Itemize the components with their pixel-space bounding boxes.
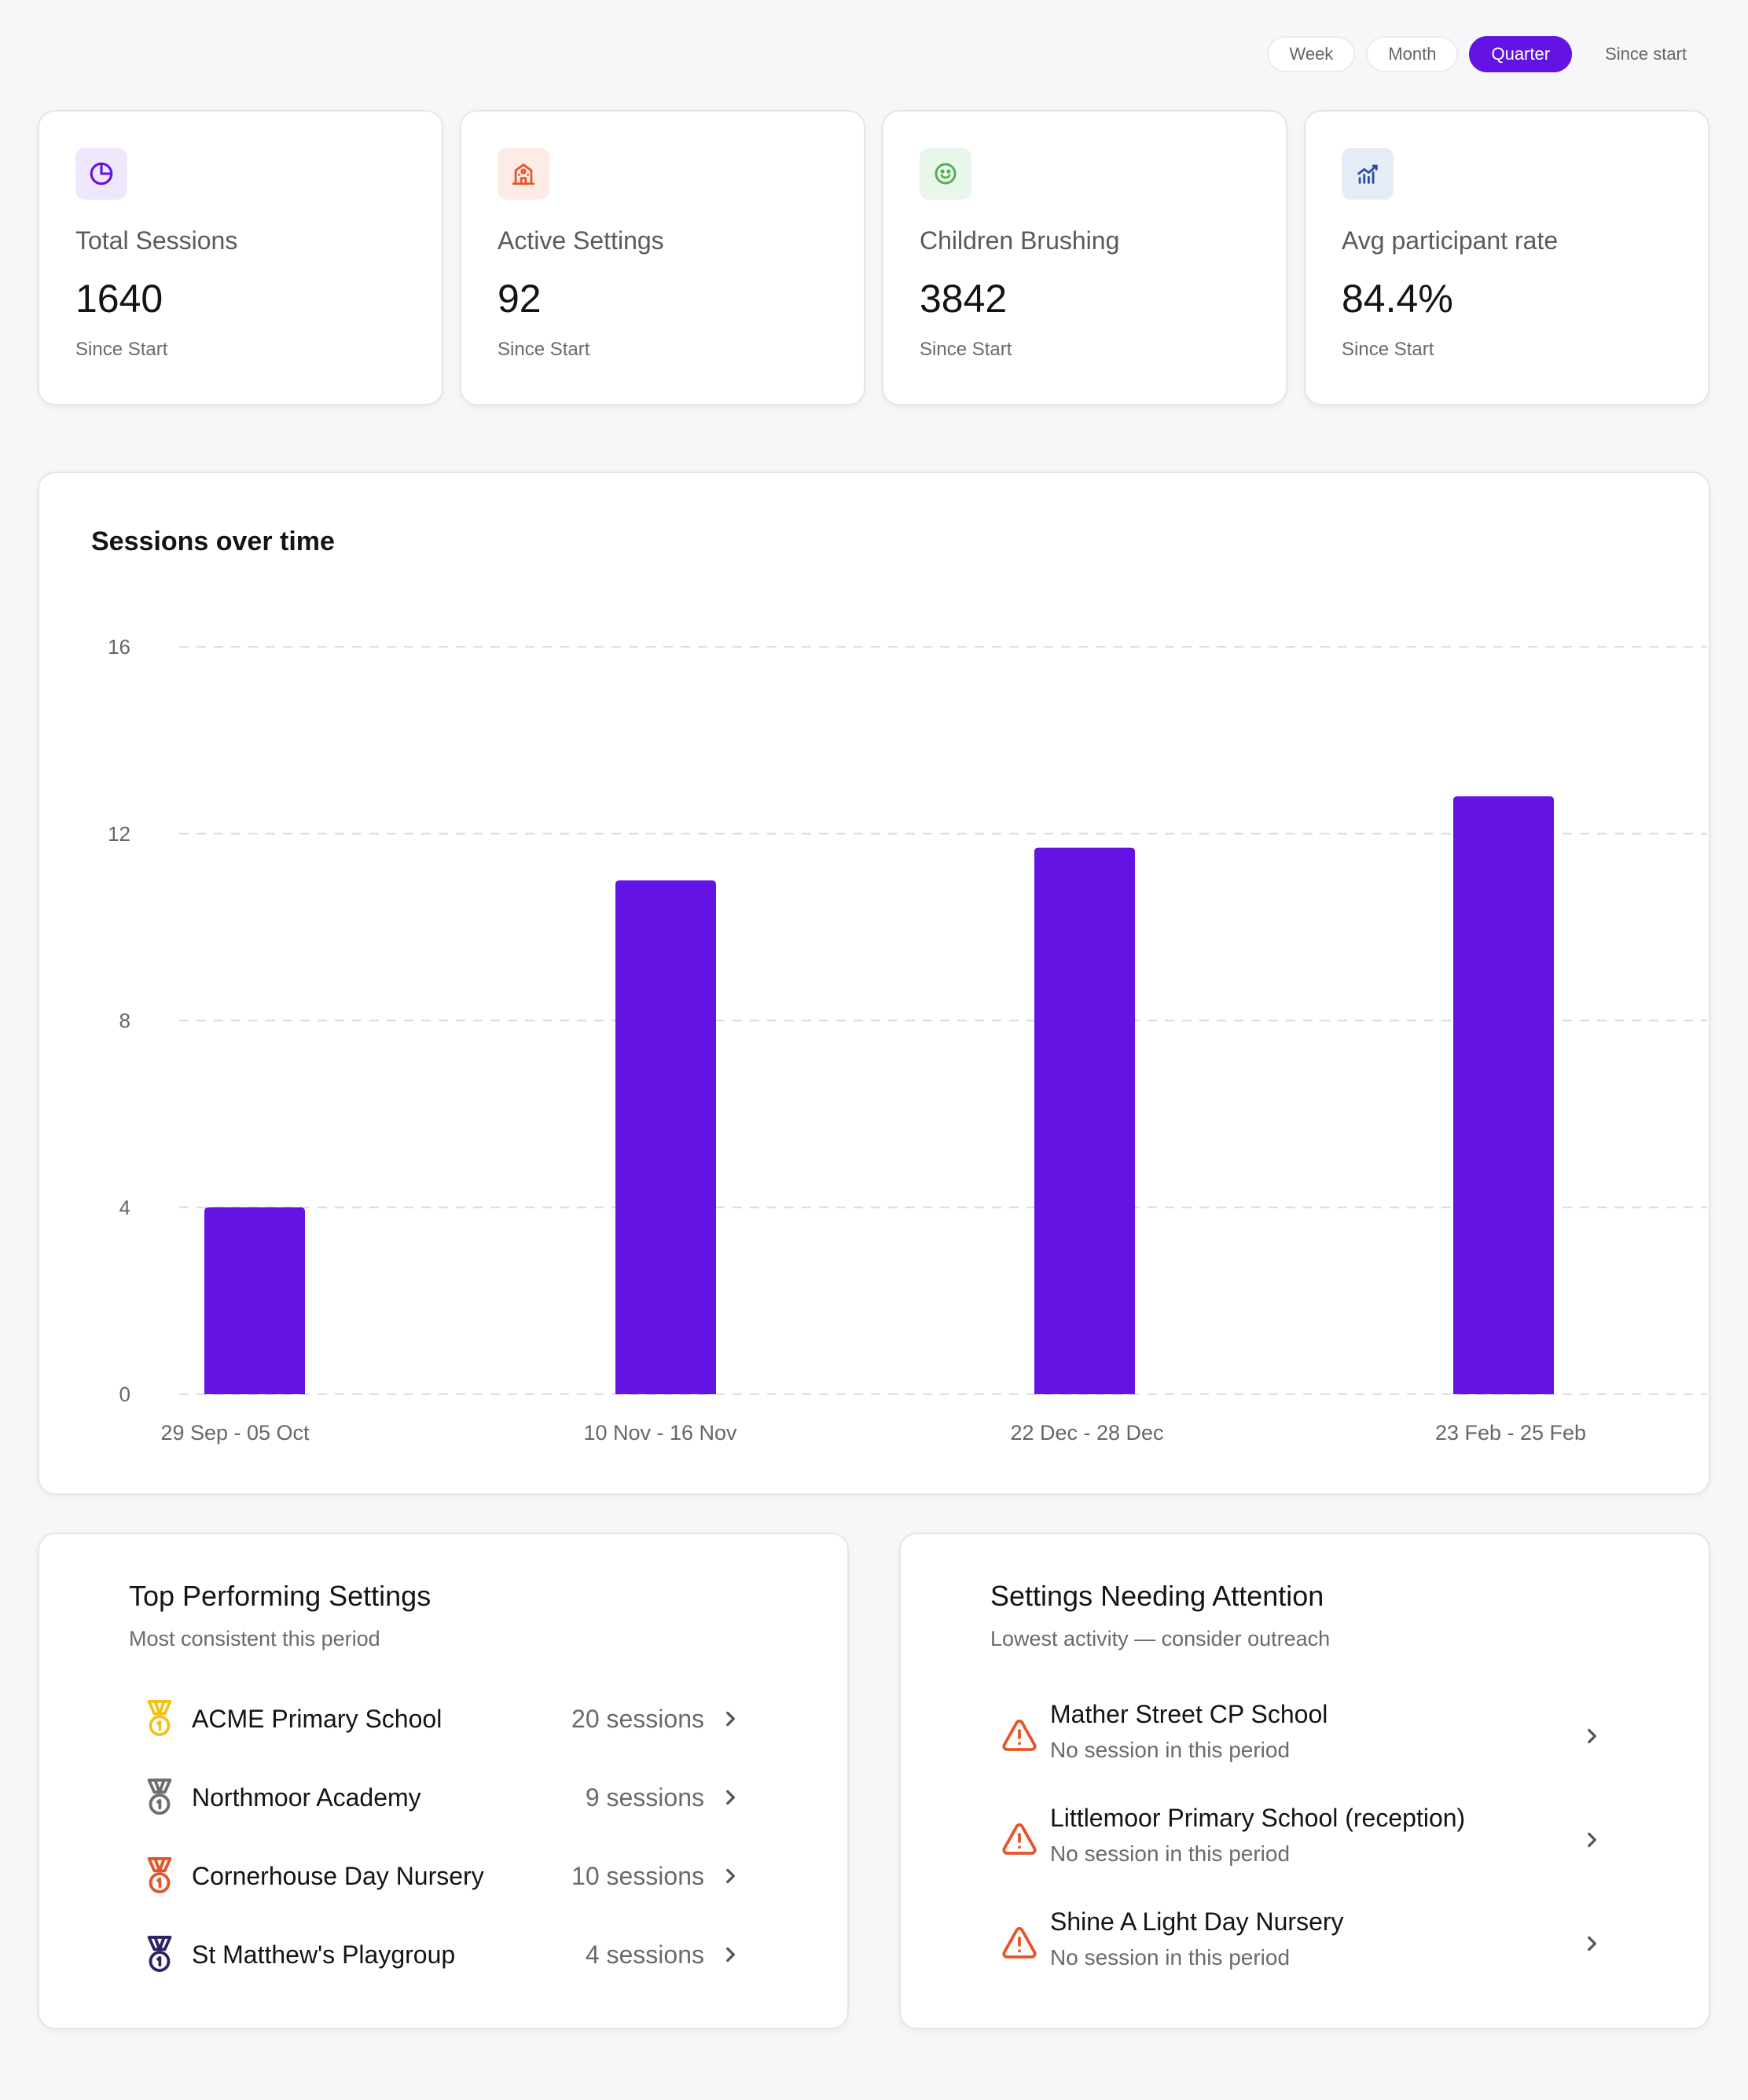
stat-subtext: Since Start	[920, 339, 1012, 360]
top-setting-row[interactable]: Northmoor Academy 9 sessions	[39, 1777, 847, 1818]
stat-subtext: Since Start	[1342, 339, 1434, 360]
y-tick-label: 12	[108, 822, 130, 846]
chart-title: Sessions over time	[91, 527, 335, 556]
stat-card-children-brushing: Children Brushing 3842 Since Start	[882, 110, 1287, 406]
silver-medal-icon	[147, 1779, 172, 1815]
period-since-start-button[interactable]: Since start	[1605, 44, 1687, 64]
top-setting-sessions: 9 sessions	[585, 1782, 704, 1812]
x-tick-label: 23 Feb - 25 Feb	[1435, 1421, 1586, 1445]
warning-triangle-icon	[1002, 1927, 1037, 1959]
attention-setting-note: No session in this period	[1050, 1841, 1291, 1866]
attention-setting-name: Littlemoor Primary School (reception)	[1050, 1804, 1466, 1832]
top-setting-name: St Matthew's Playgroup	[192, 1940, 456, 1969]
needing-attention-title: Settings Needing Attention	[990, 1580, 1324, 1612]
period-month-button[interactable]: Month	[1366, 36, 1459, 72]
bronze-medal-icon	[147, 1857, 172, 1894]
chart-bar[interactable]	[1453, 796, 1554, 1394]
stat-value: 92	[498, 277, 542, 321]
top-performing-card: Top Performing Settings Most consistent …	[38, 1533, 849, 2029]
chevron-right-icon[interactable]	[1581, 1933, 1602, 1954]
chart-bar[interactable]	[204, 1207, 305, 1394]
chevron-right-icon[interactable]	[1581, 1726, 1602, 1746]
sessions-bar-chart: 0 4 8 12 16 29 Sep - 05 Oct 10 Nov - 16 Nov 22 …	[108, 635, 1707, 1445]
top-setting-row[interactable]: St Matthew's Playgroup 4 sessions	[39, 1934, 847, 1975]
sessions-chart-card: Sessions over time 0 4 8 12 16 29 Sep - 05 Oc…	[38, 472, 1710, 1495]
stat-card-total-sessions: Total Sessions 1640 Since Start	[38, 110, 443, 406]
warning-triangle-icon	[1002, 1823, 1037, 1855]
stat-value: 3842	[920, 277, 1008, 321]
needing-attention-subtitle: Lowest activity — consider outreach	[990, 1627, 1331, 1650]
needing-attention-card: Settings Needing Attention Lowest activi…	[899, 1533, 1710, 2029]
stat-card-active-settings: Active Settings 92 Since Start	[460, 110, 865, 406]
chevron-right-icon[interactable]	[720, 1866, 740, 1886]
attention-setting-row[interactable]: Littlemoor Primary School (reception) No …	[901, 1804, 1709, 1876]
stat-label: Total Sessions	[75, 226, 238, 255]
x-tick-label: 29 Sep - 05 Oct	[160, 1421, 310, 1445]
top-setting-sessions: 10 sessions	[571, 1861, 704, 1890]
y-tick-label: 16	[108, 635, 130, 659]
stat-value: 84.4%	[1342, 277, 1453, 321]
top-performing-title: Top Performing Settings	[129, 1580, 431, 1612]
top-setting-name: Cornerhouse Day Nursery	[192, 1861, 484, 1890]
period-week-button[interactable]: Week	[1267, 36, 1356, 72]
top-setting-row[interactable]: Cornerhouse Day Nursery 10 sessions	[39, 1856, 847, 1896]
top-setting-row[interactable]: ACME Primary School 20 sessions	[39, 1698, 847, 1739]
stat-subtext: Since Start	[498, 339, 590, 360]
chevron-right-icon[interactable]	[720, 1709, 740, 1729]
school-building-icon	[498, 148, 549, 200]
attention-setting-name: Mather Street CP School	[1050, 1700, 1328, 1728]
gold-medal-icon	[147, 1700, 172, 1737]
stat-value: 1640	[75, 277, 163, 321]
warning-triangle-icon	[1002, 1720, 1037, 1751]
x-tick-label: 10 Nov - 16 Nov	[583, 1421, 737, 1445]
top-setting-name: ACME Primary School	[192, 1704, 443, 1733]
chart-bar[interactable]	[1034, 847, 1135, 1394]
period-quarter-button[interactable]: Quarter	[1469, 36, 1573, 72]
top-performing-subtitle: Most consistent this period	[129, 1627, 380, 1650]
attention-setting-name: Shine A Light Day Nursery	[1050, 1907, 1344, 1936]
bar-chart-trend-icon	[1342, 148, 1394, 200]
smiley-face-icon	[920, 148, 971, 200]
pie-chart-icon	[75, 148, 127, 200]
y-tick-label: 4	[119, 1195, 130, 1219]
stat-label: Active Settings	[498, 226, 664, 255]
chevron-right-icon[interactable]	[720, 1944, 740, 1965]
top-setting-sessions: 20 sessions	[571, 1704, 704, 1733]
attention-setting-note: No session in this period	[1050, 1945, 1291, 1970]
x-tick-label: 22 Dec - 28 Dec	[1010, 1421, 1163, 1445]
period-filter: Week Month Quarter Since start	[1267, 36, 1709, 72]
attention-setting-row[interactable]: Mather Street CP School No session in thi…	[901, 1700, 1709, 1772]
chevron-right-icon[interactable]	[1581, 1830, 1602, 1850]
medal-icon	[147, 1936, 172, 1973]
attention-setting-note: No session in this period	[1050, 1738, 1291, 1762]
chart-bar[interactable]	[615, 880, 716, 1394]
top-setting-name: Northmoor Academy	[192, 1782, 421, 1812]
attention-setting-row[interactable]: Shine A Light Day Nursery No session in t…	[901, 1907, 1709, 1980]
stat-subtext: Since Start	[75, 339, 168, 360]
chevron-right-icon[interactable]	[720, 1787, 740, 1808]
y-tick-label: 8	[119, 1009, 130, 1033]
stat-label: Avg participant rate	[1342, 226, 1559, 255]
stat-card-avg-participant-rate: Avg participant rate 84.4% Since Start	[1304, 110, 1709, 406]
stat-label: Children Brushing	[920, 226, 1120, 255]
top-setting-sessions: 4 sessions	[585, 1940, 704, 1969]
y-tick-label: 0	[119, 1382, 130, 1406]
